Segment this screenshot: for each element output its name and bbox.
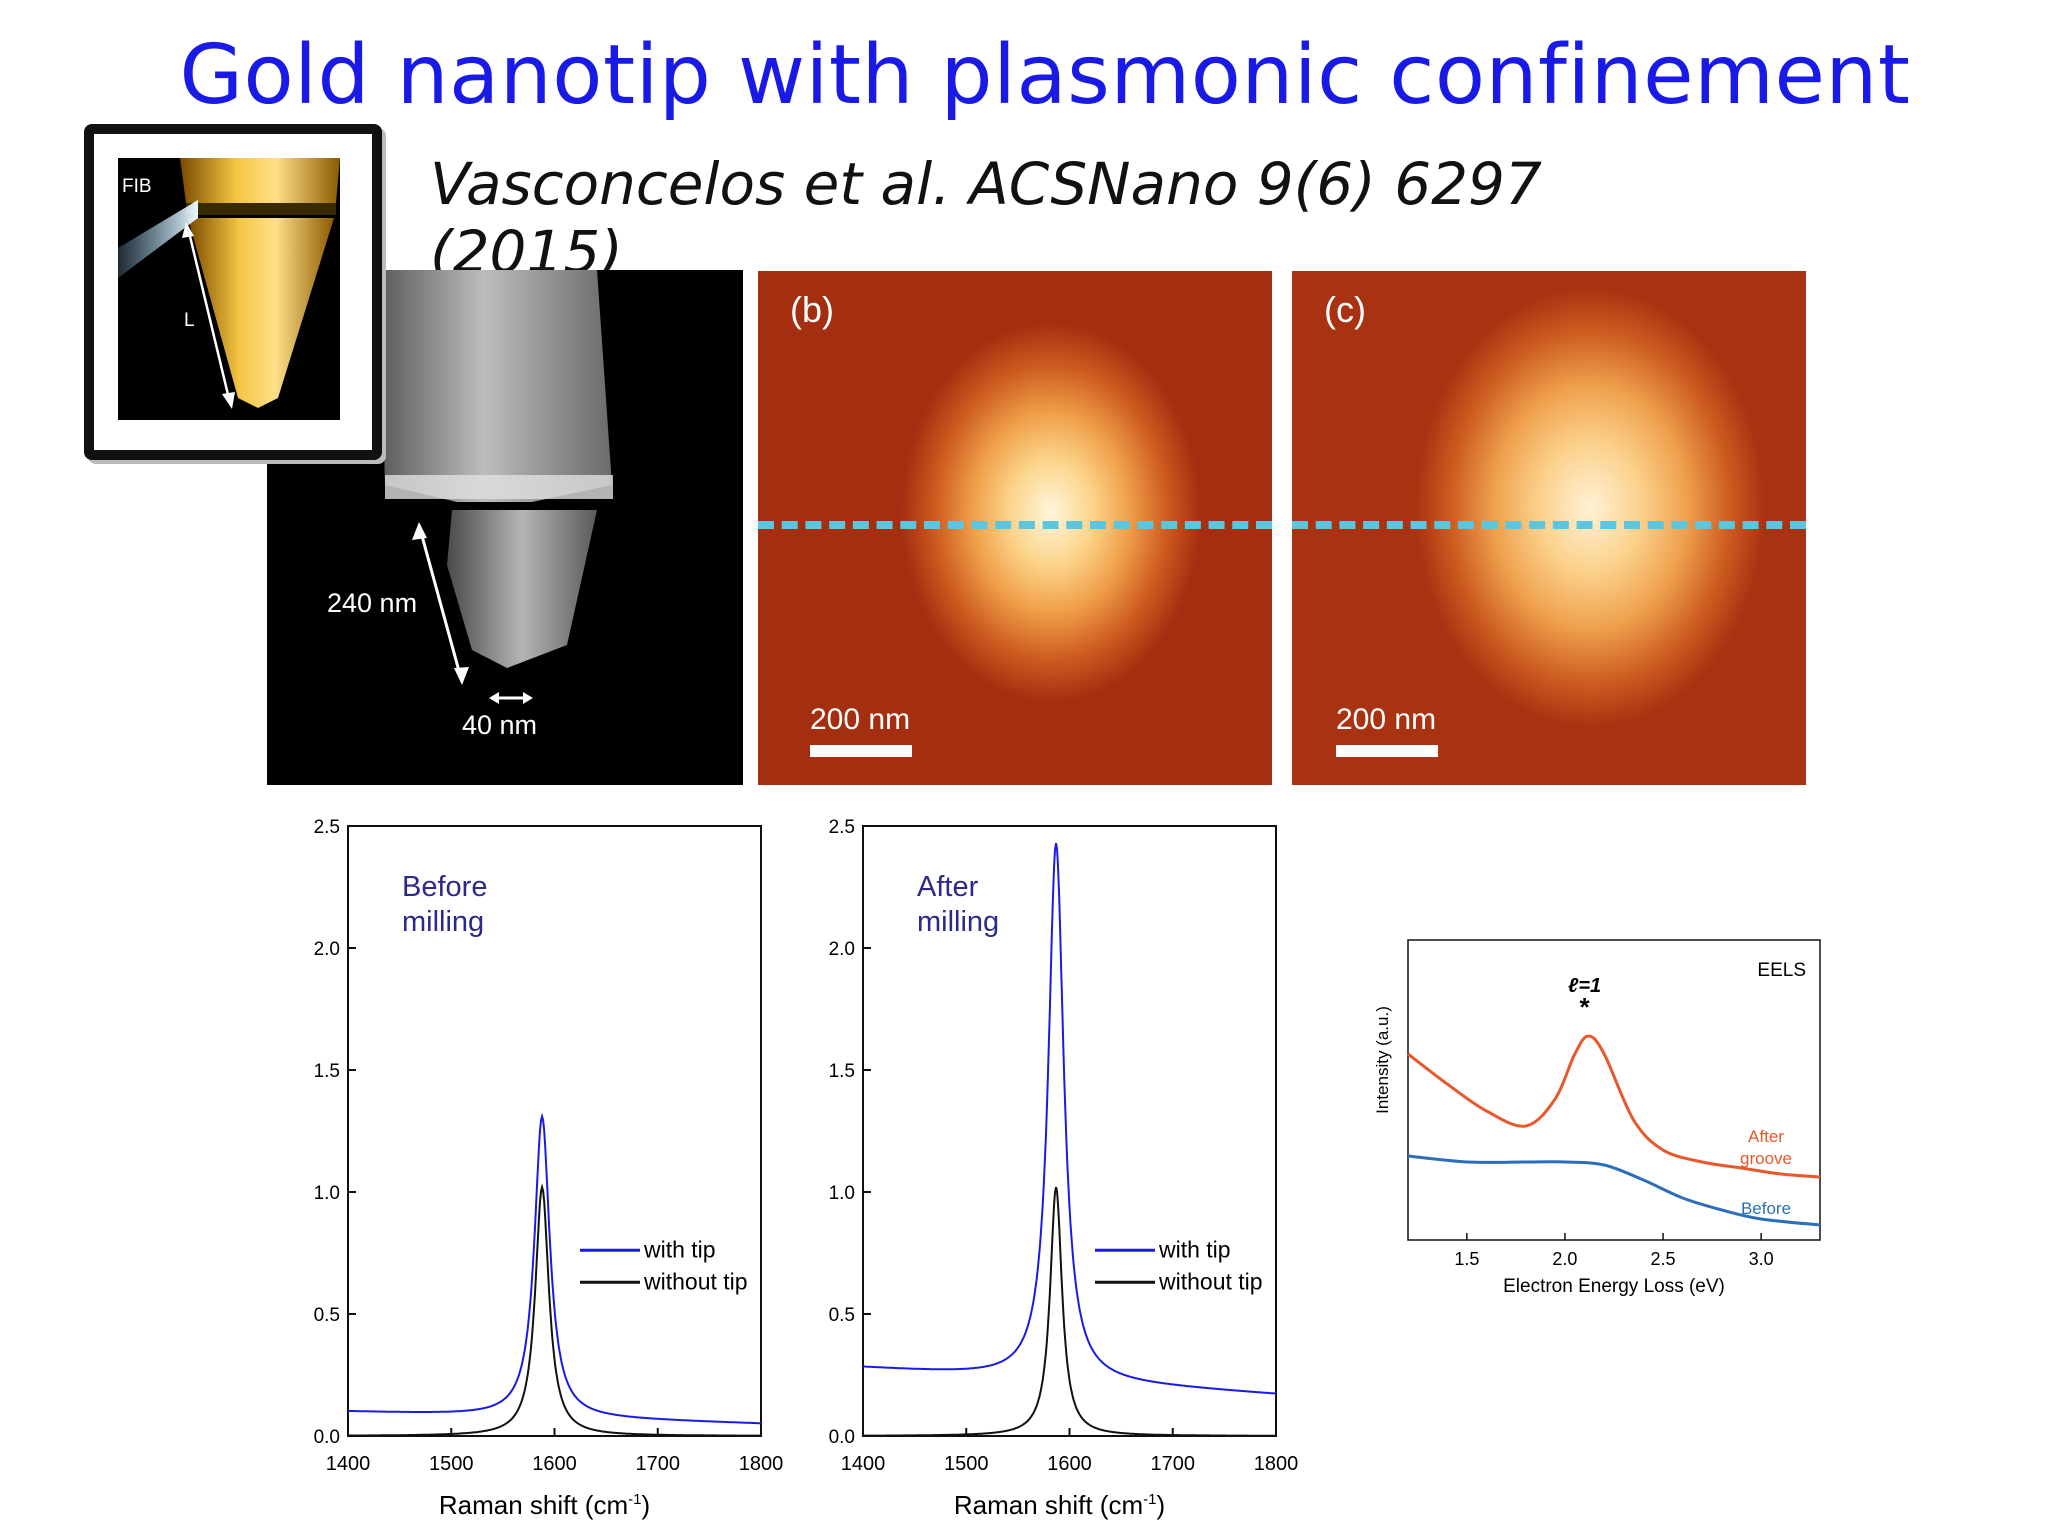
series-line-after-groove (1407, 1034, 1821, 1179)
eels-x-axis-label: Electron Energy Loss (eV) (1503, 1276, 1725, 1297)
eels-x-tick-label: 1.5 (1454, 1249, 1479, 1269)
series-line-before (1407, 1154, 1821, 1227)
y-tick-label: 1.5 (314, 1061, 340, 1082)
y-tick-label: 0.0 (314, 1427, 340, 1448)
eels-y-axis-label: Intensity (a.u.) (1373, 1006, 1392, 1114)
fib-beam (118, 200, 198, 278)
x-tick-label: 1500 (429, 1453, 474, 1475)
before-label: Before (1741, 1199, 1791, 1218)
y-tick-label: 1.5 (829, 1061, 855, 1082)
map-c: (c) 200 nm (1292, 271, 1806, 785)
raman-chart-after: 1400 1500 1600 1700 1800 0.0 0.5 1.0 1.5 2.0 2.5 wi… (829, 817, 1299, 1520)
chart-annotation: milling (917, 906, 999, 938)
legend-label: with tip (1158, 1236, 1231, 1262)
fib-label: FIB (122, 176, 152, 197)
panel-label-c: (c) (1324, 289, 1366, 330)
y-tick-label: 2.0 (829, 939, 855, 960)
x-tick-label: 1600 (1047, 1453, 1092, 1475)
sem-tip-label: 40 nm (462, 710, 538, 740)
eels-chart: 1.5 2.0 2.5 3.0 After groove Before EELS ℓ=1* Ele… (1373, 939, 1821, 1297)
x-tick-label: 1400 (326, 1453, 371, 1475)
y-tick-label: 0.5 (314, 1305, 340, 1326)
legend-label: without tip (643, 1268, 748, 1294)
series-line-with-tip (862, 842, 1277, 1395)
inset-illustration: FIB L (84, 124, 382, 460)
sem-length-arrow (417, 524, 464, 683)
x-tick-label: 1700 (1151, 1453, 1196, 1475)
sem-tip-drawing (379, 270, 613, 704)
sem-upper-cone (379, 270, 612, 502)
eels-title: EELS (1757, 960, 1806, 981)
x-tick-label: 1500 (944, 1453, 989, 1475)
length-label: L (184, 310, 195, 331)
scale-text-c: 200 nm (1336, 703, 1437, 736)
legend-label: without tip (1158, 1268, 1263, 1294)
scale-bar-b (810, 745, 912, 757)
x-tick-label: 1600 (532, 1453, 577, 1475)
x-tick-label: 1400 (841, 1453, 886, 1475)
sem-image: 240 nm 40 nm (267, 270, 743, 785)
peak-label: ℓ=1 (1568, 975, 1601, 997)
peak-marker: * (1580, 992, 1591, 1022)
slide-title: Gold nanotip with plasmonic confinement (179, 28, 1911, 123)
series-line-with-tip (348, 1112, 762, 1425)
sem-height-label: 240 nm (327, 588, 418, 618)
after-groove-label: groove (1740, 1149, 1792, 1168)
chart-annotation: milling (402, 906, 484, 938)
scale-bar-c (1336, 745, 1438, 757)
eels-x-tick-label: 2.5 (1651, 1249, 1676, 1269)
x-axis-label: Raman shift (cm-1) (954, 1490, 1165, 1520)
after-groove-label: After (1748, 1127, 1784, 1146)
y-tick-label: 1.0 (314, 1183, 340, 1204)
map-b: (b) 200 nm (758, 271, 1272, 785)
chart-annotation: Before (402, 871, 487, 903)
inset-image: FIB L (118, 158, 340, 420)
gold-tip-drawing (118, 158, 340, 409)
y-tick-label: 1.0 (829, 1183, 855, 1204)
y-tick-label: 0.0 (829, 1427, 855, 1448)
dashed-line-b (758, 521, 1272, 529)
y-tick-label: 2.5 (314, 817, 340, 838)
x-tick-label: 1700 (636, 1453, 681, 1475)
dashed-line-c (1292, 521, 1806, 529)
x-tick-label: 1800 (739, 1453, 784, 1475)
length-arrow (186, 227, 232, 404)
eels-x-tick-label: 2.0 (1552, 1249, 1577, 1269)
scale-text-b: 200 nm (810, 703, 911, 736)
series-line-without-tip (347, 1183, 761, 1437)
chart-annotation: After (917, 871, 979, 903)
citation: Vasconcelos et al. ACSNano 9(6) 6297 (20… (430, 150, 1542, 286)
eels-plot-frame (1407, 939, 1821, 1241)
x-tick-label: 1800 (1254, 1453, 1299, 1475)
sem-lower-cone (447, 510, 597, 668)
legend-label: with tip (643, 1236, 716, 1262)
sem-groove (385, 475, 613, 499)
y-tick-label: 2.0 (314, 939, 340, 960)
y-tick-label: 0.5 (829, 1305, 855, 1326)
x-axis-label: Raman shift (cm-1) (439, 1490, 650, 1520)
panel-label-b: (b) (790, 289, 834, 330)
series-line-without-tip (862, 1186, 1276, 1437)
y-tick-label: 2.5 (829, 817, 855, 838)
raman-chart-before: 1400 1500 1600 1700 1800 0.0 0.5 1.0 1.5 2.0 2.5 wi… (314, 817, 784, 1520)
eels-x-tick-label: 3.0 (1749, 1249, 1774, 1269)
